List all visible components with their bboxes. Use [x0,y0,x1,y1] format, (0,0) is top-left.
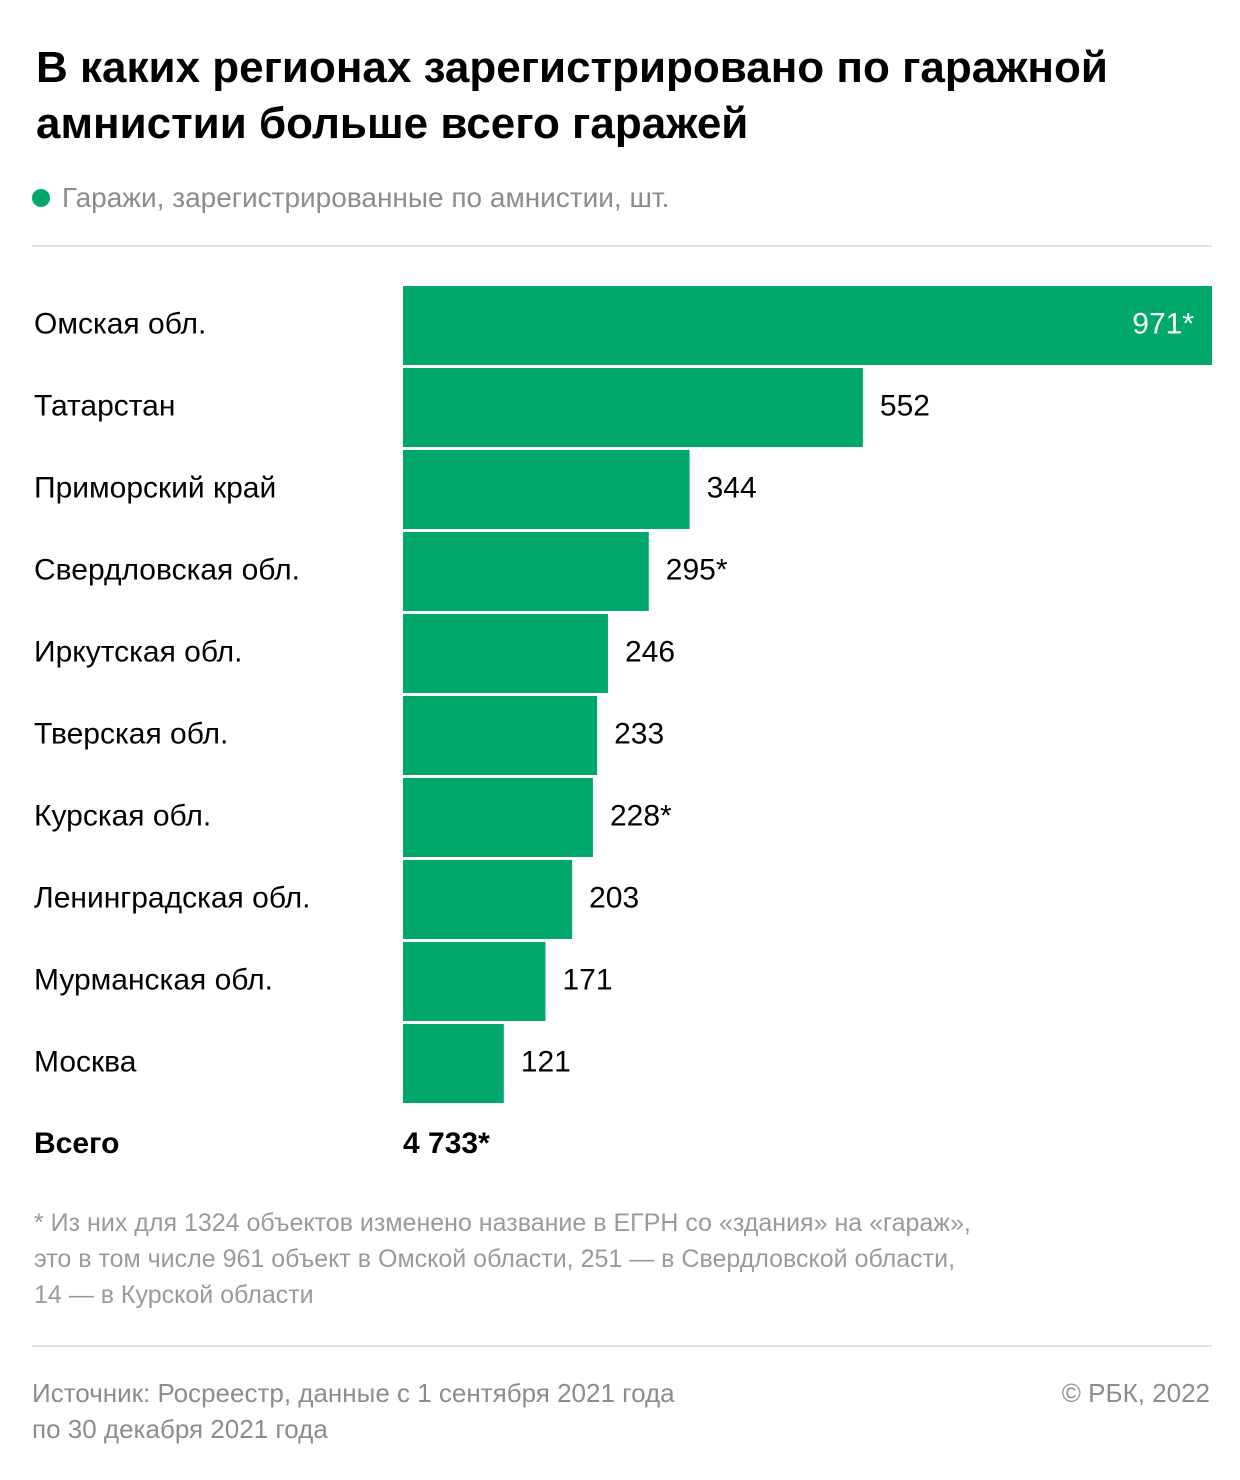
chart-title: В каких регионах зарегистрировано по гар… [36,43,1108,148]
source-line: по 30 декабря 2021 года [32,1414,328,1444]
bar [403,450,690,529]
bars-layer: Омская обл. 971* Татарстан 552 Приморский кр… [34,286,1212,1103]
legend: Гаражи, зарегистрированные по амнистии, … [32,178,669,218]
source-line: Источник: Росреестр, данные с 1 сентября… [32,1378,675,1408]
category-label: Приморский край [34,471,276,504]
footnote: * Из них для 1324 объектов изменено назв… [34,1205,1184,1313]
source-note: Источник: Росреестр, данные с 1 сентября… [32,1375,832,1447]
value-label: 971* [1132,307,1194,340]
value-label: 233 [614,717,664,750]
value-label: 228* [610,799,672,832]
value-label: 171 [562,963,612,996]
top-divider [32,245,1212,247]
category-label: Ленинградская обл. [34,881,311,914]
total-label: Всего [34,1127,119,1160]
category-label: Тверская обл. [34,717,228,750]
category-label: Курская обл. [34,799,211,832]
bar [403,532,649,611]
value-label: 552 [880,389,930,422]
bar [403,1024,504,1103]
footnote-line: это в том числе 961 объект в Омской обла… [34,1245,956,1273]
category-label: Татарстан [34,389,175,422]
bar [403,942,546,1021]
bar [403,696,598,775]
total-value: 4 733* [403,1127,490,1160]
bar [403,860,573,939]
legend-color-dot [32,189,50,207]
bar [403,778,593,857]
category-label: Омская обл. [34,307,206,340]
footnote-line: 14 — в Курской области [34,1281,314,1309]
legend-label: Гаражи, зарегистрированные по амнистии, … [62,182,670,213]
value-label: 344 [707,471,757,504]
category-label: Москва [34,1045,137,1078]
category-label: Иркутская обл. [34,635,243,668]
value-label: 121 [521,1045,571,1078]
value-label: 295* [666,553,728,586]
bar [403,286,1212,365]
footnote-line: * Из них для 1324 объектов изменено назв… [34,1209,971,1237]
category-label: Мурманская обл. [34,963,273,996]
bottom-divider [32,1345,1212,1347]
bar [403,614,608,693]
value-label: 246 [625,635,675,668]
bar [403,368,863,447]
copyright: © РБК, 2022 [1061,1378,1210,1408]
category-label: Свердловская обл. [34,553,300,586]
value-label: 203 [589,881,639,914]
